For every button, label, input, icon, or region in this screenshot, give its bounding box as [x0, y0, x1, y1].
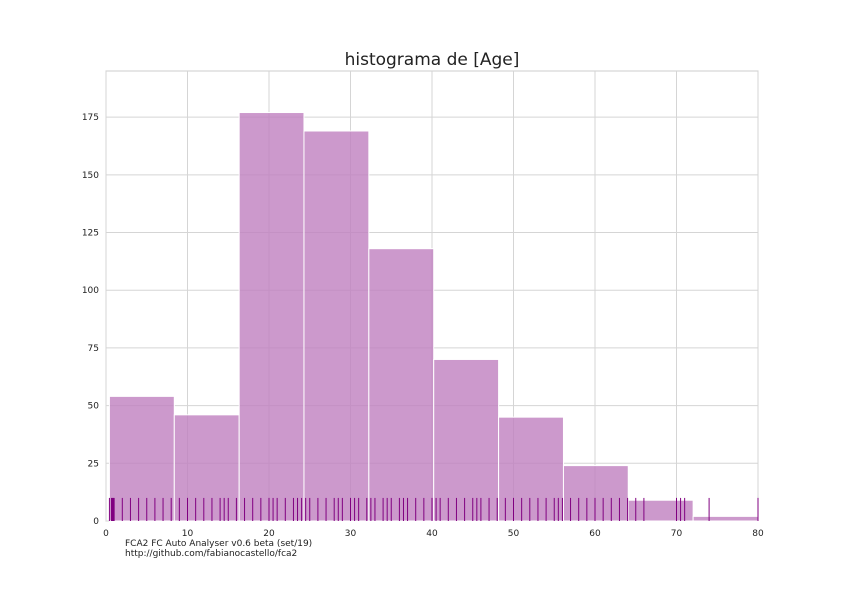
- histogram-bar: [238, 112, 305, 522]
- y-tick-label: 125: [82, 229, 99, 239]
- histogram-bar: [433, 358, 500, 522]
- histogram-bar: [562, 465, 629, 522]
- x-tick-label: 80: [752, 529, 764, 539]
- histogram-bar: [692, 515, 759, 522]
- y-tick-label: 50: [88, 402, 100, 412]
- x-tick-label: 20: [263, 529, 275, 539]
- histogram-bar: [368, 248, 435, 522]
- x-tick-label: 60: [589, 529, 601, 539]
- x-tick-label: 40: [426, 529, 438, 539]
- x-tick-label: 50: [508, 529, 520, 539]
- footer-version: FCA2 FC Auto Analyser v0.6 beta (set/19): [125, 539, 313, 549]
- histogram-bar: [627, 499, 694, 522]
- y-tick-label: 100: [82, 286, 99, 296]
- y-tick-label: 150: [82, 171, 99, 181]
- footer-url: http://github.com/fabianocastello/fca2: [125, 549, 298, 559]
- y-tick-label: 25: [88, 459, 99, 469]
- y-tick-label: 0: [93, 517, 99, 527]
- y-tick-label: 75: [88, 344, 99, 354]
- histogram-bar: [173, 414, 240, 522]
- histogram-bar: [498, 416, 564, 522]
- y-tick-label: 175: [82, 113, 99, 123]
- x-tick-label: 30: [345, 529, 357, 539]
- histogram-bar: [108, 395, 175, 522]
- footer: FCA2 FC Auto Analyser v0.6 beta (set/19)…: [125, 539, 312, 559]
- x-tick-label: 10: [182, 529, 194, 539]
- histogram-bar: [303, 130, 370, 522]
- x-tick-label: 0: [103, 529, 109, 539]
- x-tick-label: 70: [671, 529, 683, 539]
- chart-title: histograma de [Age]: [345, 50, 520, 70]
